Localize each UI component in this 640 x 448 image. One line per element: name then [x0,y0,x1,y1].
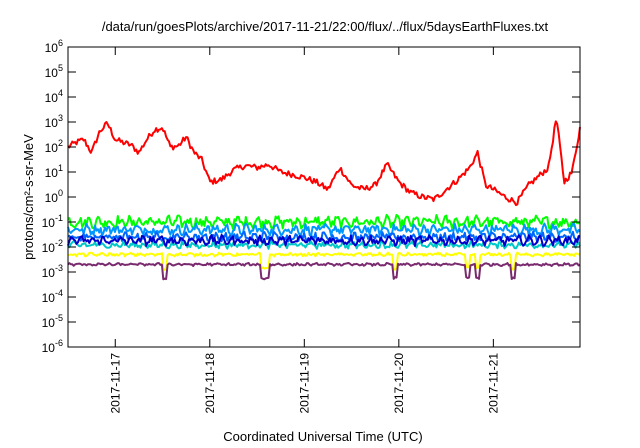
y-tick-label: 106 [45,38,63,55]
y-tick-label: 10-5 [42,313,63,330]
y-tick-label: 105 [45,63,63,80]
y-tick-label: 10-1 [42,213,63,230]
y-tick-label: 10-4 [42,288,63,305]
y-tick-label: 104 [45,88,63,105]
y-tick-label: 10-3 [42,263,63,280]
x-axis: 2017-11-17 2017-11-18 2017-11-19 2017-11-20… [108,47,500,414]
series-line-0 [67,120,581,207]
chart-title: /data/run/goesPlots/archive/2017-11-21/2… [102,19,549,34]
y-tick-label: 103 [45,113,63,130]
series-line-2 [67,222,581,237]
y-tick-label: 10-2 [42,238,63,255]
x-tick-label: 2017-11-17 [108,353,122,414]
series-line-5 [67,234,580,247]
plot-frame [67,46,581,348]
x-tick-label: 2017-11-18 [203,353,217,414]
series-line-4 [67,240,581,250]
series-line-3 [67,230,581,244]
y-axis-label: protons/cm²-s-sr-MeV [21,134,36,260]
x-tick-label: 2017-11-20 [392,353,406,414]
y-axis: 10-6 10-5 10-4 10-3 10-2 10-1 100 101 102 103 104 1… [42,38,580,355]
plot-area [67,120,581,281]
y-tick-label: 100 [45,188,63,205]
series-line-6 [67,251,581,271]
x-tick-label: 2017-11-19 [297,353,311,414]
series-line-7 [67,261,581,281]
x-tick-label: 2017-11-21 [486,353,500,414]
y-tick-label: 101 [45,163,63,180]
y-tick-label: 10-6 [42,338,63,355]
x-axis-label: Coordinated Universal Time (UTC) [223,429,422,444]
y-tick-label: 102 [45,138,63,155]
